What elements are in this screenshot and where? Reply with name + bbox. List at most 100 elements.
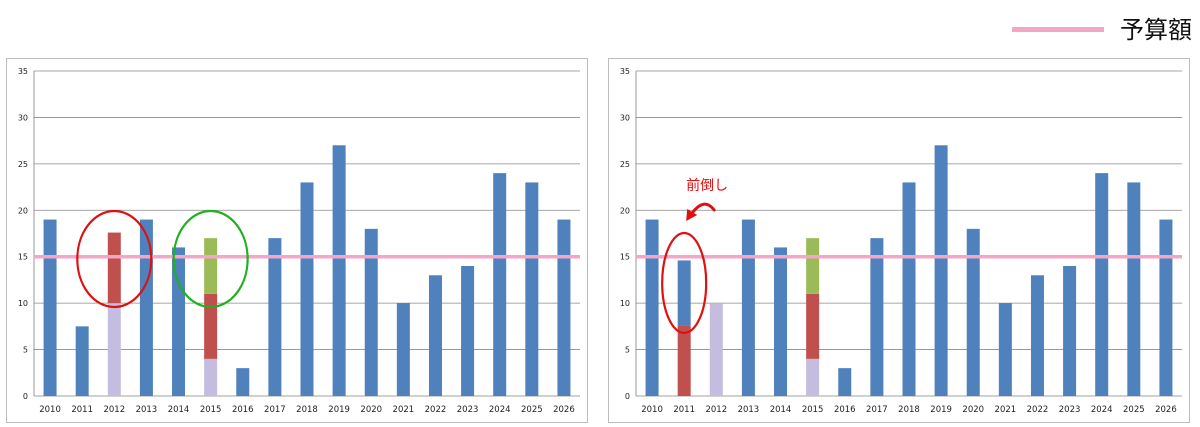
y-tick-label: 5: [625, 346, 630, 355]
x-tick-label: 2018: [898, 405, 920, 415]
bar-segment-2023: [1063, 266, 1077, 396]
bar-segment-2018: [300, 182, 314, 396]
x-tick-label: 2021: [995, 405, 1017, 415]
bar-segment-2016: [838, 368, 852, 396]
x-tick-label: 2019: [930, 405, 952, 415]
x-tick-label: 2010: [641, 405, 663, 415]
bar-segment-2012: [107, 232, 121, 304]
bar-segment-2018: [902, 182, 916, 396]
x-tick-label: 2020: [962, 405, 984, 415]
x-tick-label: 2012: [103, 405, 125, 415]
bar-segment-2012: [709, 303, 723, 396]
x-tick-label: 2016: [232, 405, 254, 415]
y-tick-label: 0: [23, 392, 28, 401]
bar-segment-2010: [645, 219, 659, 396]
bar-segment-2011: [677, 260, 691, 326]
bar-segment-2026: [557, 219, 571, 396]
x-tick-label: 2013: [136, 405, 158, 415]
x-tick-label: 2011: [673, 405, 695, 415]
x-tick-label: 2024: [489, 405, 511, 415]
y-tick-label: 25: [620, 160, 630, 169]
bar-segment-2026: [1159, 219, 1173, 396]
chart-panel-right: 0 5 10 15 20 25 30 35 2010 2011 2012 2013 2014 2015 20…: [608, 58, 1190, 423]
x-tick-label: 2024: [1091, 405, 1113, 415]
x-tick-label: 2015: [802, 405, 824, 415]
x-tick-label: 2026: [1155, 405, 1177, 415]
bar-segment-2017: [268, 238, 282, 396]
bar-segment-2022: [428, 275, 442, 396]
bar-segment-2022: [1030, 275, 1044, 396]
bar-segment-2013: [741, 219, 755, 396]
y-tick-label: 25: [18, 160, 28, 169]
bar-segment-2017: [870, 238, 884, 396]
y-tick-label: 35: [18, 67, 28, 76]
bar-segment-2025: [525, 182, 539, 396]
bar-segment-2010: [43, 219, 57, 396]
x-tick-label: 2020: [360, 405, 382, 415]
x-tick-label: 2011: [71, 405, 93, 415]
annotation-arrow-shaft: [690, 202, 716, 215]
bar-segment-2015: [204, 293, 218, 359]
highlight-circle-2011: [661, 231, 708, 335]
x-tick-label: 2017: [866, 405, 888, 415]
bar-segment-2011: [677, 325, 691, 396]
bar-segment-2015: [806, 293, 820, 359]
bar-segment-2025: [1127, 182, 1141, 396]
x-tick-label: 2025: [1123, 405, 1145, 415]
bar-segment-2015: [204, 358, 218, 396]
bar-segment-2015: [204, 238, 218, 294]
y-tick-label: 5: [23, 346, 28, 355]
legend-label: 予算額: [1120, 16, 1192, 44]
bar-segment-2020: [364, 228, 378, 396]
legend: 予算額: [1008, 14, 1198, 46]
x-tick-label: 2019: [328, 405, 350, 415]
bar-segment-2013: [139, 219, 153, 396]
x-tick-label: 2026: [553, 405, 575, 415]
y-tick-label: 20: [18, 206, 28, 215]
chart-panel-left: 0 5 10 15 20 25 30 35 2010 2011 2012 2013 2014 2015 20…: [6, 58, 588, 423]
legend-budget-line: [1012, 27, 1104, 32]
annotation-arrow-head: [686, 209, 698, 221]
bar-segment-2024: [493, 173, 507, 396]
x-tick-label: 2016: [834, 405, 856, 415]
x-tick-label: 2015: [200, 405, 222, 415]
x-tick-label: 2017: [264, 405, 286, 415]
y-tick-label: 35: [620, 67, 630, 76]
x-tick-label: 2025: [521, 405, 543, 415]
bar-segment-2020: [966, 228, 980, 396]
x-tick-label: 2022: [1027, 405, 1049, 415]
y-tick-label: 20: [620, 206, 630, 215]
x-tick-label: 2010: [39, 405, 61, 415]
y-tick-label: 30: [620, 113, 630, 122]
x-tick-label: 2023: [1059, 405, 1081, 415]
bar-segment-2023: [461, 266, 475, 396]
annotation-text: 前倒し: [686, 177, 728, 194]
y-tick-label: 10: [18, 299, 28, 308]
bar-segment-2021: [998, 303, 1012, 396]
x-tick-label: 2013: [738, 405, 760, 415]
bar-segment-2016: [236, 368, 250, 396]
bar-segment-2021: [396, 303, 410, 396]
y-tick-label: 30: [18, 113, 28, 122]
y-tick-label: 15: [18, 253, 28, 262]
bar-segment-2015: [806, 238, 820, 294]
y-tick-label: 10: [620, 299, 630, 308]
x-tick-label: 2012: [705, 405, 727, 415]
bar-segment-2014: [774, 247, 788, 396]
x-tick-label: 2023: [457, 405, 479, 415]
x-tick-label: 2014: [770, 405, 792, 415]
x-tick-label: 2021: [393, 405, 415, 415]
bar-segment-2014: [172, 247, 186, 396]
y-tick-label: 15: [620, 253, 630, 262]
bar-segment-2019: [332, 145, 346, 396]
bar-segment-2024: [1095, 173, 1109, 396]
y-tick-label: 0: [625, 392, 630, 401]
x-tick-label: 2018: [296, 405, 318, 415]
bar-segment-2019: [934, 145, 948, 396]
bar-segment-2015: [806, 358, 820, 396]
x-tick-label: 2022: [425, 405, 447, 415]
highlight-circle-2012: [76, 209, 153, 309]
bar-segment-2012: [107, 303, 121, 396]
